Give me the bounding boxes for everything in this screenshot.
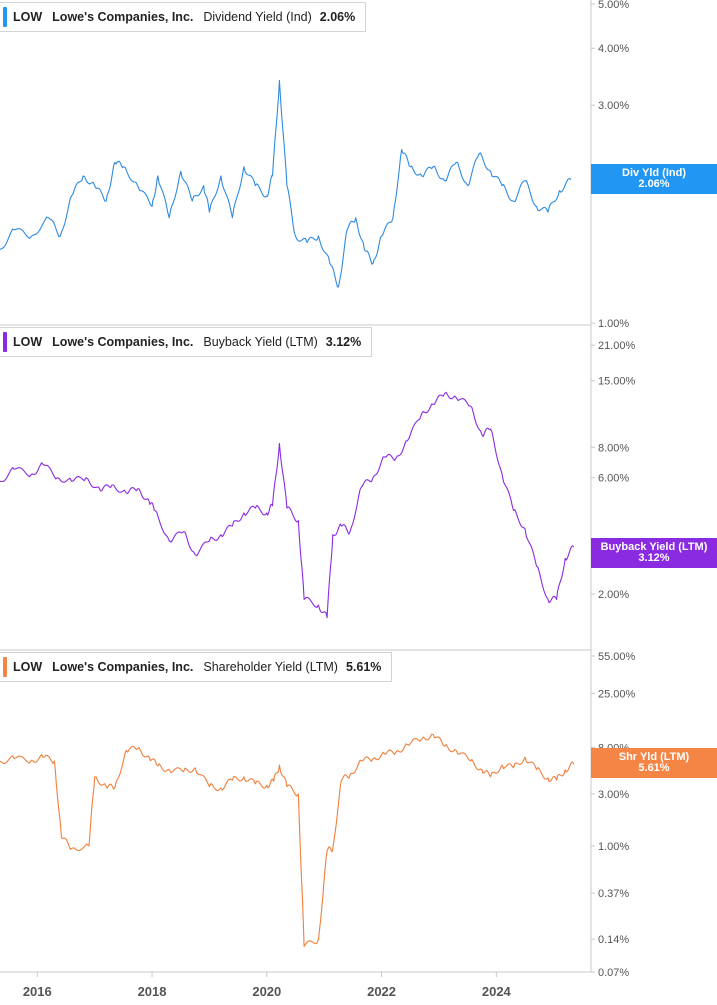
legend-metric: Buyback Yield (LTM) <box>203 335 318 349</box>
tag-buyback-yield: Buyback Yield (LTM) 3.12% <box>591 538 717 568</box>
tag-label: Div Yld (Ind) <box>622 167 686 179</box>
legend-value: 5.61% <box>345 660 382 674</box>
y-tick-label: 0.14% <box>598 934 629 946</box>
x-tick-label: 2018 <box>138 984 167 999</box>
y-tick-label: 55.00% <box>598 651 636 663</box>
legend-value: 3.12% <box>325 335 362 349</box>
y-tick-label: 1.00% <box>598 318 629 330</box>
y-tick-label: 1.00% <box>598 841 629 853</box>
tag-dividend-yield: Div Yld (Ind) 2.06% <box>591 164 717 194</box>
legend-color-bar <box>3 332 7 352</box>
tag-value: 5.61% <box>638 762 670 774</box>
legend-color-bar <box>3 7 7 27</box>
x-tick-label: 2016 <box>23 984 52 999</box>
tag-shareholder-yield: Shr Yld (LTM) 5.61% <box>591 748 717 778</box>
legend-ticker: LOW <box>13 660 43 674</box>
legend-company: Lowe's Companies, Inc. <box>52 335 194 349</box>
legend-ticker: LOW <box>13 10 43 24</box>
y-tick-label: 4.00% <box>598 43 629 55</box>
y-tick-label: 0.07% <box>598 967 629 979</box>
y-tick-label: 5.00% <box>598 0 629 11</box>
legend-dividend-yield: LOW Lowe's Companies, Inc. Dividend Yiel… <box>0 2 367 32</box>
legend-metric: Dividend Yield (Ind) <box>203 10 312 24</box>
legend-color-bar <box>3 657 7 677</box>
y-tick-label: 25.00% <box>598 688 636 700</box>
x-tick-label: 2022 <box>367 984 396 999</box>
series-line-0 <box>0 79 572 288</box>
tag-label: Buyback Yield (LTM) <box>600 541 708 553</box>
legend-metric: Shareholder Yield (LTM) <box>203 660 338 674</box>
y-tick-label: 3.00% <box>598 100 629 112</box>
legend-value: 2.06% <box>319 10 356 24</box>
y-tick-label: 3.00% <box>598 789 629 801</box>
x-tick-label: 2020 <box>252 984 281 999</box>
tag-value: 3.12% <box>638 552 670 564</box>
series-line-2 <box>0 733 575 948</box>
tag-label: Shr Yld (LTM) <box>618 751 690 763</box>
legend-company: Lowe's Companies, Inc. <box>52 10 194 24</box>
y-tick-label: 2.00% <box>598 589 629 601</box>
tag-value: 2.06% <box>638 178 670 190</box>
legend-company: Lowe's Companies, Inc. <box>52 660 194 674</box>
series-line-1 <box>0 391 575 619</box>
legend-ticker: LOW <box>13 335 43 349</box>
legend-shareholder-yield: LOW Lowe's Companies, Inc. Shareholder Y… <box>0 652 393 682</box>
y-tick-label: 8.00% <box>598 442 629 454</box>
y-tick-label: 6.00% <box>598 473 629 485</box>
y-tick-label: 21.00% <box>598 340 636 352</box>
x-tick-label: 2024 <box>482 984 512 999</box>
y-tick-label: 0.37% <box>598 888 629 900</box>
legend-buyback-yield: LOW Lowe's Companies, Inc. Buyback Yield… <box>0 327 373 357</box>
y-tick-label: 15.00% <box>598 376 636 388</box>
